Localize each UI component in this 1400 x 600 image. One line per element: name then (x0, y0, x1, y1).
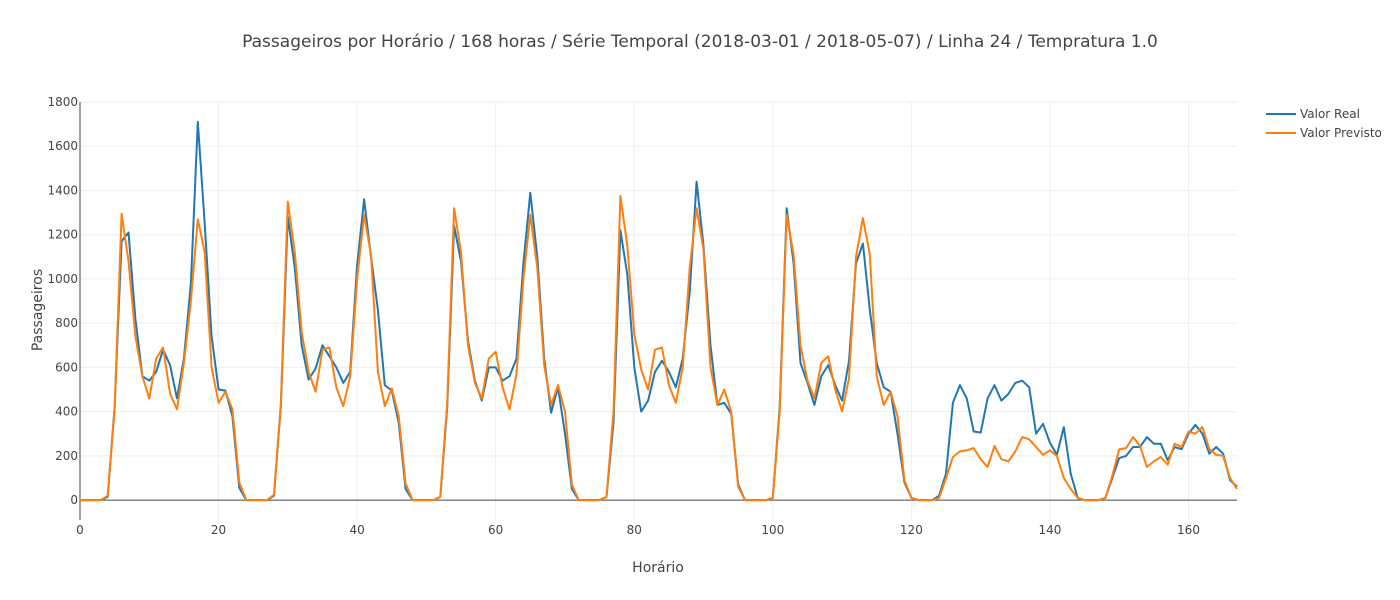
x-tick-label: 140 (1038, 523, 1061, 537)
legend-label: Valor Real (1300, 107, 1360, 121)
x-tick-label: 20 (211, 523, 226, 537)
y-tick-label: 1000 (47, 272, 78, 286)
legend[interactable]: Valor Real Valor Previsto (1266, 107, 1382, 140)
plot-area (80, 102, 1237, 520)
x-tick-label: 120 (900, 523, 923, 537)
y-tick-label: 400 (55, 405, 78, 419)
y-tick-label: 1400 (47, 183, 78, 197)
x-tick-label: 100 (761, 523, 784, 537)
series-lines (80, 120, 1238, 502)
tick-labels: 0 200 400 600 800 1000 1200 1400 1600 1800 0 20 40 60… (47, 95, 1200, 537)
axes (79, 102, 1237, 520)
chart-title: Passageiros por Horário / 168 horas / Sé… (242, 32, 1158, 52)
legend-label: Valor Previsto (1300, 126, 1382, 140)
y-tick-label: 200 (55, 449, 78, 463)
series-line-valor-previsto (80, 195, 1238, 502)
y-tick-label: 1200 (47, 228, 78, 242)
legend-item[interactable]: Valor Previsto (1266, 126, 1382, 140)
y-tick-label: 600 (55, 360, 78, 374)
x-axis-title: Horário (632, 560, 684, 576)
x-tick-label: 0 (76, 523, 84, 537)
x-tick-label: 160 (1177, 523, 1200, 537)
legend-item[interactable]: Valor Real (1266, 107, 1360, 121)
y-tick-label: 0 (70, 493, 78, 507)
y-axis-title: Passageiros (30, 269, 46, 351)
x-tick-label: 40 (349, 523, 364, 537)
y-tick-label: 1800 (47, 95, 78, 109)
x-tick-label: 80 (627, 523, 642, 537)
x-tick-label: 60 (488, 523, 503, 537)
y-tick-label: 800 (55, 316, 78, 330)
y-tick-label: 1600 (47, 139, 78, 153)
